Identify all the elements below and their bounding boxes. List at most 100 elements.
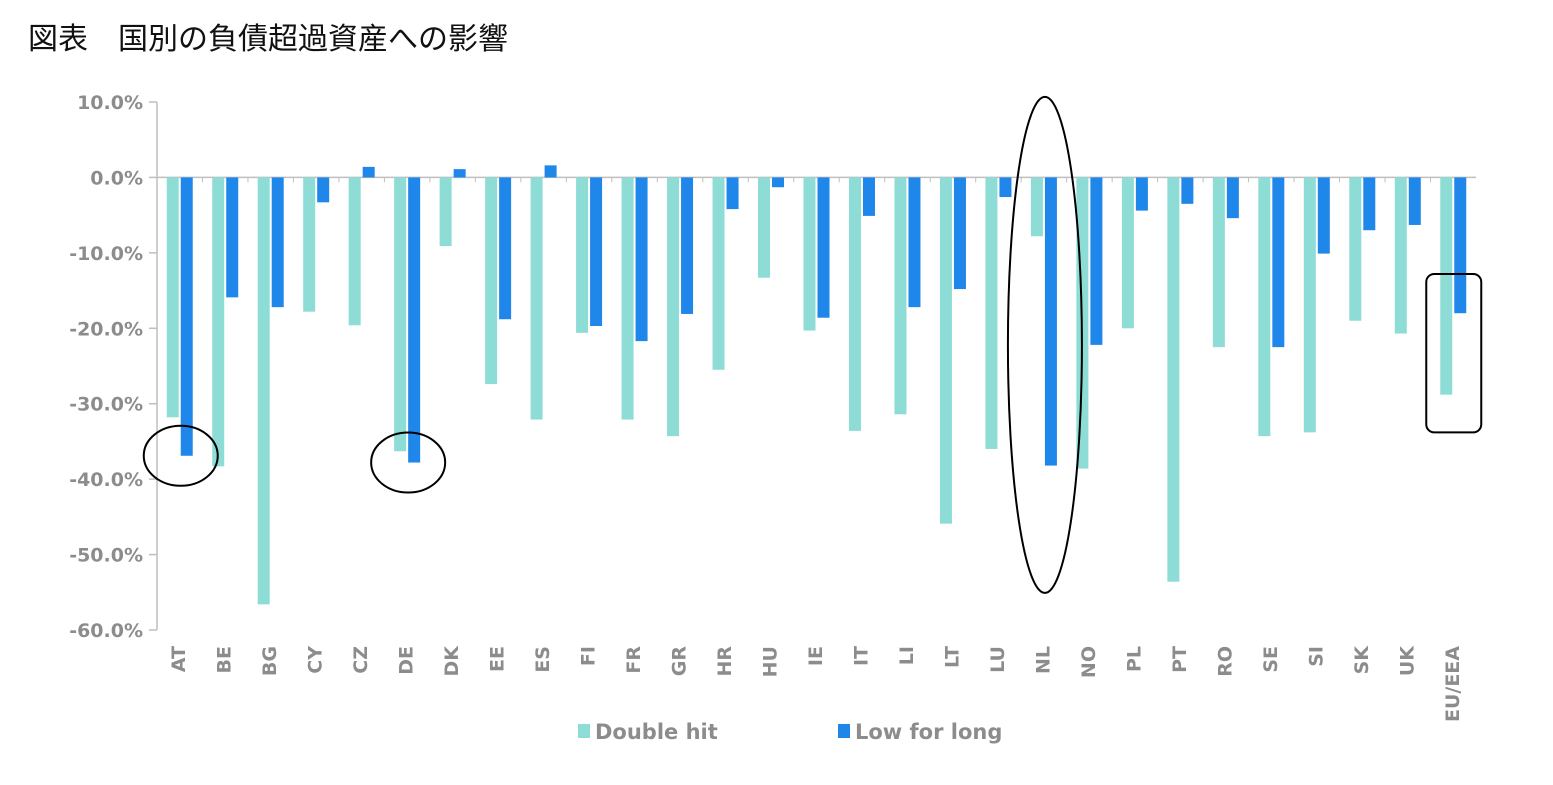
bars [166, 165, 1467, 605]
bar-double-hit [939, 177, 952, 524]
x-tick-label: RO [1214, 646, 1236, 677]
bar-low-for-long [953, 177, 966, 290]
bar-double-hit [848, 177, 861, 431]
bar-low-for-long [1181, 177, 1194, 204]
bar-double-hit [166, 177, 179, 418]
bar-low-for-long [271, 177, 284, 308]
bar-low-for-long [1090, 177, 1103, 345]
y-tick-label: 0.0% [90, 167, 143, 189]
bar-low-for-long [1226, 177, 1239, 219]
bar-double-hit [667, 177, 680, 437]
x-tick-label: IT [850, 646, 872, 666]
chart-title: 図表 国別の負債超過資産への影響 [28, 22, 508, 57]
bar-double-hit [394, 177, 407, 452]
bar-low-for-long [499, 177, 512, 320]
bar-double-hit [303, 177, 316, 312]
bar-double-hit [485, 177, 498, 385]
x-tick-label: EU/EEA [1442, 646, 1464, 722]
annotations [142, 95, 1483, 594]
bar-low-for-long [590, 177, 603, 327]
bar-double-hit [1167, 177, 1180, 582]
bar-low-for-long [999, 177, 1012, 198]
y-axis: 10.0% 0.0% -10.0% -20.0% -30.0% -40.0% -50.0% -… [69, 92, 158, 642]
bar-low-for-long [1272, 177, 1285, 348]
bar-low-for-long [317, 177, 330, 203]
x-axis: AT BE BG CY CZ DE DK EE ES FI FR GR HR HU IE IT LI LT LU NL… [156, 176, 1476, 722]
bar-low-for-long [1363, 177, 1376, 231]
bar-double-hit [348, 177, 361, 326]
bar-low-for-long [1454, 177, 1467, 314]
bar-double-hit [758, 177, 771, 278]
y-tick-label: -50.0% [69, 545, 143, 567]
legend-label-double-hit: Double hit [595, 720, 718, 744]
bar-double-hit [1258, 177, 1271, 437]
legend: Double hit Low for long [578, 720, 1002, 744]
x-tick-label: IE [805, 646, 827, 666]
x-tick-label: LU [987, 646, 1009, 673]
bar-double-hit [1440, 177, 1453, 395]
bar-low-for-long [453, 169, 466, 178]
bar-double-hit [530, 177, 543, 420]
bar-low-for-long [1408, 177, 1421, 225]
bar-double-hit [621, 177, 634, 420]
bar-low-for-long [1135, 177, 1148, 211]
bar-double-hit [212, 177, 225, 467]
x-tick-label: NL [1032, 646, 1054, 674]
x-tick-label: SI [1305, 646, 1327, 667]
legend-swatch-low-for-long [838, 724, 850, 738]
bar-double-hit [803, 177, 816, 331]
y-tick-label: -30.0% [69, 394, 143, 416]
x-tick-label: HR [714, 646, 736, 677]
bar-double-hit [1394, 177, 1407, 334]
x-tick-label: DE [396, 646, 418, 675]
x-tick-label: CZ [350, 646, 372, 674]
annotation-ellipse-nl [1006, 95, 1083, 594]
y-tick-label: -20.0% [69, 318, 143, 340]
bar-double-hit [894, 177, 907, 415]
bar-low-for-long [544, 165, 557, 178]
x-tick-label: SE [1260, 646, 1282, 673]
annotation-ellipse-at [142, 424, 219, 487]
bar-double-hit [1349, 177, 1362, 321]
bar-double-hit [1303, 177, 1316, 433]
legend-label-low-for-long: Low for long [855, 720, 1002, 744]
x-tick-label: LT [941, 646, 963, 668]
x-tick-label: SK [1351, 645, 1373, 675]
annotation-rect-eu-eea [1425, 272, 1483, 434]
bar-double-hit [1212, 177, 1225, 348]
x-tick-label: NO [1078, 646, 1100, 678]
x-tick-label: FR [623, 646, 645, 674]
y-tick-label: -10.0% [69, 243, 143, 265]
y-tick-label: 10.0% [77, 92, 143, 114]
bar-low-for-long [681, 177, 694, 314]
bar-low-for-long [1044, 177, 1057, 466]
bar-low-for-long [817, 177, 830, 318]
bar-low-for-long [772, 177, 785, 188]
x-tick-label: PT [1169, 646, 1191, 673]
x-tick-label: BE [214, 646, 236, 673]
bar-low-for-long [726, 177, 739, 210]
bar-double-hit [985, 177, 998, 449]
x-tick-label: AT [168, 646, 190, 672]
x-tick-label: DK [441, 645, 463, 677]
bar-low-for-long [908, 177, 921, 308]
x-tick-label: FI [578, 646, 600, 666]
y-tick-label: -40.0% [69, 469, 143, 491]
x-tick-label: CY [305, 646, 327, 674]
x-tick-label: UK [1396, 645, 1418, 676]
bar-low-for-long [635, 177, 648, 342]
x-tick-label: LI [896, 646, 918, 665]
x-tick-label: EE [487, 646, 509, 672]
x-tick-label: BG [259, 646, 281, 676]
bar-double-hit [439, 177, 452, 247]
bar-low-for-long [362, 166, 375, 178]
bar-double-hit [257, 177, 270, 605]
bar-low-for-long [1317, 177, 1330, 254]
x-tick-label: GR [669, 646, 691, 677]
annotation-ellipse-de [370, 431, 447, 494]
x-tick-label: HU [760, 646, 782, 677]
y-tick-label: -60.0% [69, 620, 143, 642]
x-tick-label: PL [1123, 646, 1145, 672]
bar-low-for-long [180, 177, 193, 456]
